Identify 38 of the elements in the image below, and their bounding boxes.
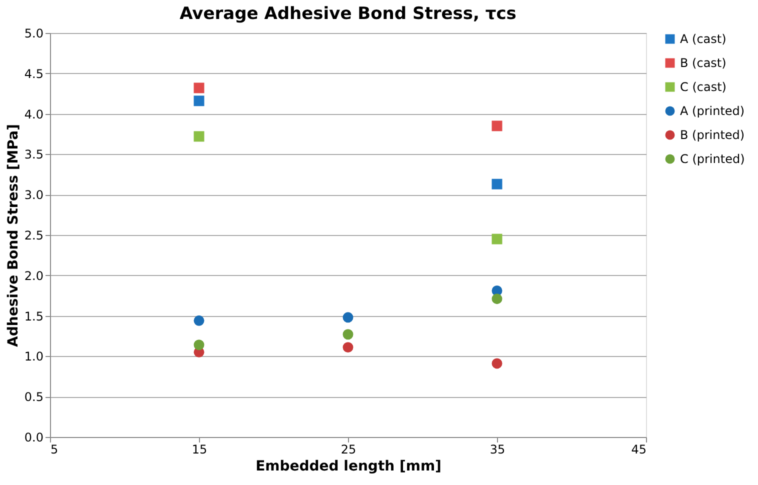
x-axis-title: Embedded length [mm]: [256, 458, 442, 474]
y-tick-label: 2.5: [24, 228, 44, 242]
x-tick-label: 45: [631, 442, 646, 456]
y-tick-label: 5.0: [24, 26, 44, 40]
x-tick-label: 5: [50, 442, 58, 456]
x-tick-label: 35: [490, 442, 506, 456]
y-tick-label: 1.5: [24, 309, 44, 324]
point: [492, 294, 502, 304]
y-tick-label: 1.0: [24, 350, 44, 364]
point: [342, 342, 354, 353]
y-tick-label: 3.5: [24, 148, 44, 162]
legend-label: B (cast): [680, 56, 726, 70]
point: [492, 178, 502, 190]
y-axis-title: Adhesive Bond Stress [MPa]: [5, 124, 22, 347]
point: [492, 120, 502, 132]
y-tick-label: 4.5: [24, 66, 44, 81]
point: [492, 358, 502, 369]
legend-label: C (printed): [680, 152, 745, 166]
y-tick-label: 3.0: [24, 188, 44, 202]
point: [194, 82, 204, 94]
x-tick-label: 25: [340, 442, 356, 456]
point: [342, 329, 354, 340]
point: [492, 234, 502, 244]
legend-label: B (printed): [680, 128, 745, 142]
y-tick-label: 4.0: [24, 107, 44, 122]
point: [194, 96, 204, 106]
legend-label: A (cast): [680, 32, 726, 46]
point: [194, 315, 204, 326]
point: [194, 131, 204, 142]
y-tick-label: 0.5: [24, 390, 44, 404]
chart-title: Average Adhesive Bond Stress, τcs: [180, 4, 516, 24]
legend-label: C (cast): [680, 80, 726, 94]
point: [194, 340, 204, 350]
point: [342, 312, 354, 323]
x-tick-label: 15: [192, 442, 208, 456]
y-tick-label: 2.0: [24, 268, 44, 283]
y-tick-label: 0.0: [24, 430, 44, 444]
legend-label: A (printed): [680, 104, 745, 118]
